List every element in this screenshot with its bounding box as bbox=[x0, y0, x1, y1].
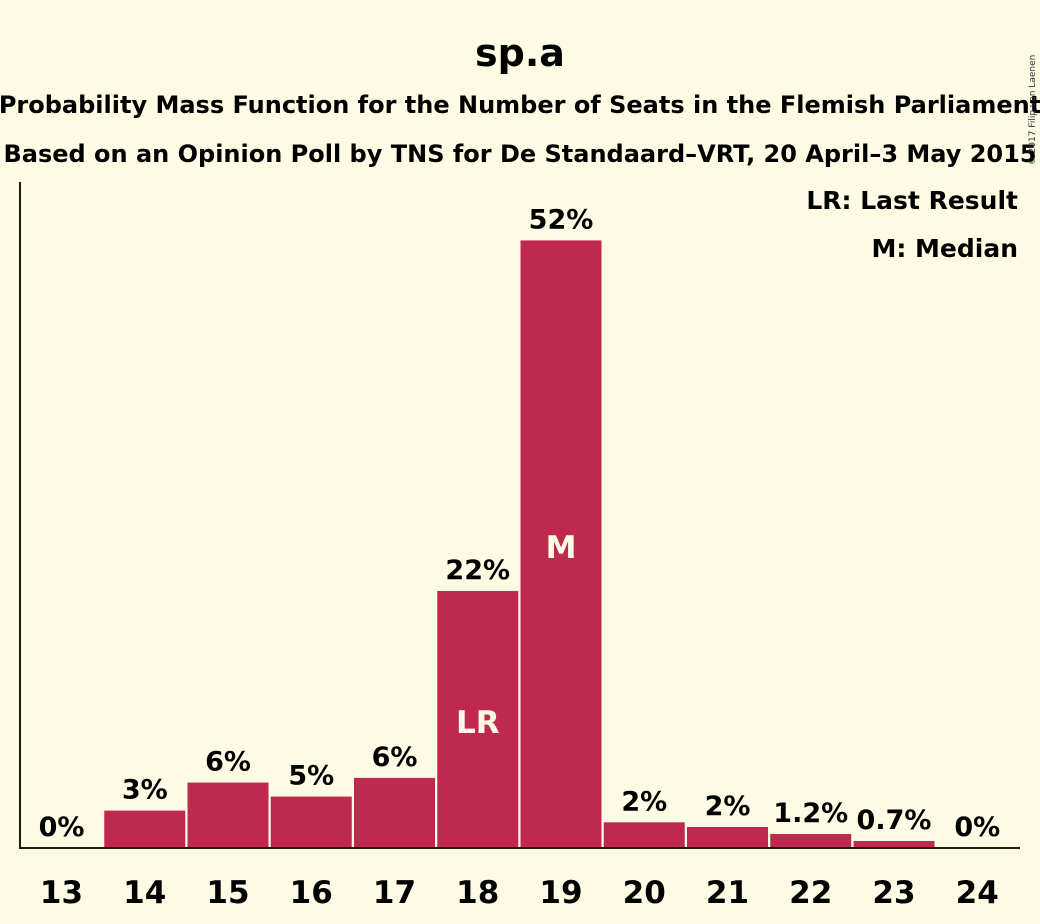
x-tick-23: 23 bbox=[872, 875, 915, 911]
bar-23 bbox=[853, 840, 935, 848]
bar-value-label-17: 6% bbox=[372, 742, 418, 773]
bar-20 bbox=[603, 822, 685, 848]
x-tick-20: 20 bbox=[623, 875, 666, 911]
marker-m-label: M bbox=[546, 530, 577, 566]
bar-value-label-24: 0% bbox=[954, 812, 1000, 843]
bar-value-label-16: 5% bbox=[288, 761, 334, 792]
bar-21 bbox=[687, 826, 768, 848]
legend-last-result: LR: Last Result bbox=[806, 186, 1018, 215]
bar-17 bbox=[354, 777, 435, 848]
chart-subtitle-2: Based on an Opinion Poll by TNS for De S… bbox=[3, 140, 1036, 168]
bars-group: 0% 13 3% 14 6% 15 5% 16 6% 17 22% 18 LR 52% 19 M 2% 20 2% 2… bbox=[39, 204, 1001, 911]
x-tick-16: 16 bbox=[290, 875, 333, 911]
bar-22 bbox=[770, 833, 852, 848]
bar-value-label-13: 0% bbox=[39, 812, 85, 843]
x-tick-17: 17 bbox=[373, 875, 416, 911]
x-tick-13: 13 bbox=[40, 875, 83, 911]
bar-value-label-18: 22% bbox=[445, 555, 510, 586]
bar-value-label-23: 0.7% bbox=[857, 805, 932, 836]
copyright-note: © 2017 Filip van Laenen bbox=[1028, 55, 1038, 166]
x-tick-21: 21 bbox=[706, 875, 749, 911]
chart-subtitle-1: Probability Mass Function for the Number… bbox=[0, 91, 1040, 119]
x-tick-14: 14 bbox=[123, 875, 166, 911]
x-tick-19: 19 bbox=[539, 875, 582, 911]
x-tick-24: 24 bbox=[956, 875, 999, 911]
x-tick-15: 15 bbox=[206, 875, 249, 911]
chart-title: sp.a bbox=[475, 31, 565, 75]
bar-value-label-19: 52% bbox=[529, 204, 594, 235]
bar-15 bbox=[187, 782, 269, 848]
x-tick-22: 22 bbox=[789, 875, 832, 911]
bar-value-label-14: 3% bbox=[122, 775, 168, 806]
bar-value-label-22: 1.2% bbox=[773, 798, 848, 829]
bar-19 bbox=[520, 240, 602, 849]
bar-14 bbox=[104, 810, 186, 848]
bar-value-label-20: 2% bbox=[621, 786, 667, 817]
marker-lr-label: LR bbox=[456, 705, 500, 741]
x-tick-18: 18 bbox=[456, 875, 499, 911]
bar-value-label-15: 6% bbox=[205, 747, 251, 778]
legend-median: M: Median bbox=[871, 234, 1018, 263]
bar-value-label-21: 2% bbox=[705, 791, 751, 822]
bar-16 bbox=[270, 796, 352, 848]
bar-18 bbox=[437, 590, 519, 848]
